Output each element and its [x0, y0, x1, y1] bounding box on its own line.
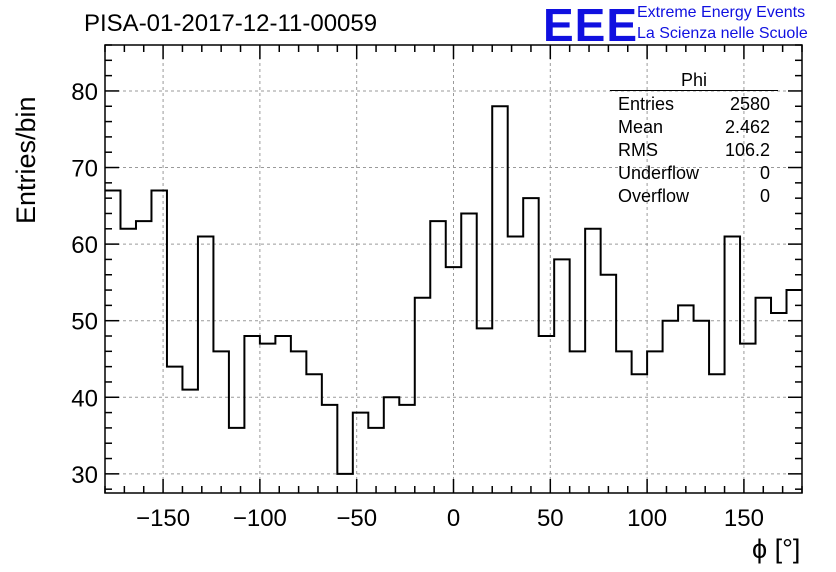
y-tick-label: 50	[71, 309, 98, 336]
y-tick-label: 40	[71, 385, 98, 412]
grid-lines	[105, 45, 802, 493]
stats-row-overflow: Overflow 0	[610, 185, 778, 208]
eee-logo: EEE	[543, 0, 639, 51]
x-tick-label: 150	[724, 505, 764, 532]
y-tick-label: 60	[71, 232, 98, 259]
stats-row-entries: Entries 2580	[610, 93, 778, 116]
x-tick-label: −100	[233, 505, 287, 532]
stats-row-mean: Mean 2.462	[610, 116, 778, 139]
chart-title: PISA-01-2017-12-11-00059	[84, 10, 378, 37]
y-tick-label: 70	[71, 156, 98, 183]
stats-title: Phi	[610, 70, 778, 91]
stats-value: 0	[759, 186, 770, 206]
x-tick-label: 100	[627, 505, 667, 532]
y-axis-label: Entries/bin	[11, 96, 41, 224]
stats-box: Phi Entries 2580 Mean 2.462 RMS 106.2 Un…	[610, 70, 778, 208]
stats-label: Entries	[618, 94, 675, 114]
histogram-step-line	[105, 105, 802, 475]
tick-labels: −150 −100 −50 0 50 100 150 30 40 50 60 70 80	[71, 79, 764, 532]
stats-label: RMS	[618, 140, 658, 160]
y-tick-label: 80	[71, 79, 98, 106]
stats-label: Overflow	[618, 186, 690, 206]
stats-label: Mean	[618, 117, 664, 137]
x-tick-label: 0	[447, 505, 460, 532]
y-tick-label: 30	[71, 462, 98, 489]
x-tick-label: 50	[537, 505, 564, 532]
x-tick-label: −50	[336, 505, 377, 532]
stats-value: 2580	[729, 94, 770, 114]
stats-label: Underflow	[618, 163, 700, 183]
stats-value: 0	[759, 163, 770, 183]
stats-value: 106.2	[724, 140, 770, 160]
logo-text-line-1: Extreme Energy Events	[637, 4, 806, 21]
stats-row-rms: RMS 106.2	[610, 139, 778, 162]
logo-text-line-2: La Scienza nelle Scuole	[637, 25, 808, 42]
x-tick-label: −150	[136, 505, 190, 532]
stats-row-underflow: Underflow 0	[610, 162, 778, 185]
axis-ticks	[104, 44, 803, 493]
x-axis-label: ϕ [°]	[752, 534, 801, 564]
stats-value: 2.462	[724, 117, 770, 137]
